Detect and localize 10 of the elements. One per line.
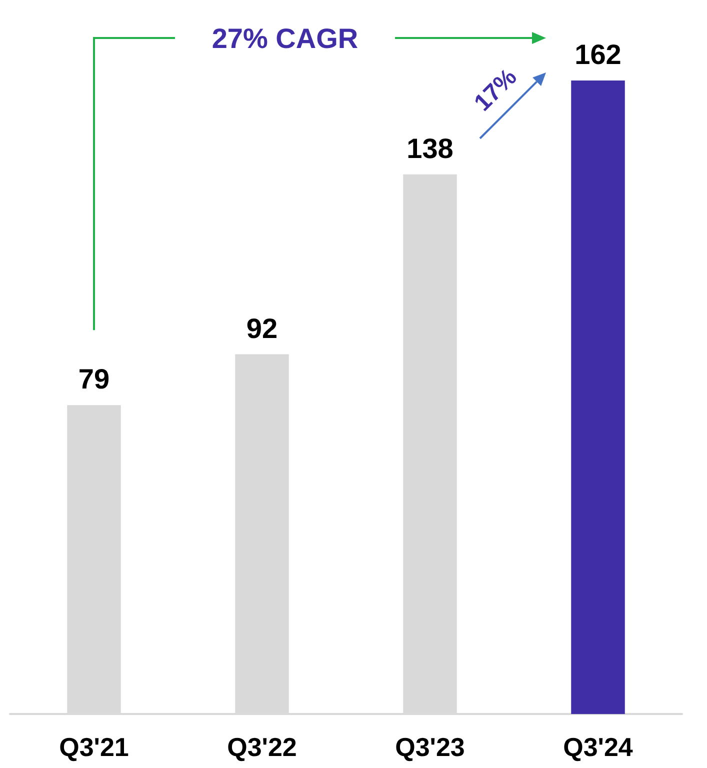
data-label: 162 xyxy=(574,39,622,70)
x-tick-label: Q3'23 xyxy=(395,732,465,762)
data-label: 138 xyxy=(406,132,454,164)
data-label: 79 xyxy=(78,364,110,395)
x-tick-label: Q3'24 xyxy=(563,732,634,762)
x-tick-label: Q3'21 xyxy=(59,732,129,762)
x-tick-label: Q3'22 xyxy=(227,732,297,762)
data-label: 92 xyxy=(246,312,278,344)
text: 27% CAGR xyxy=(212,23,358,54)
bar xyxy=(571,80,625,714)
